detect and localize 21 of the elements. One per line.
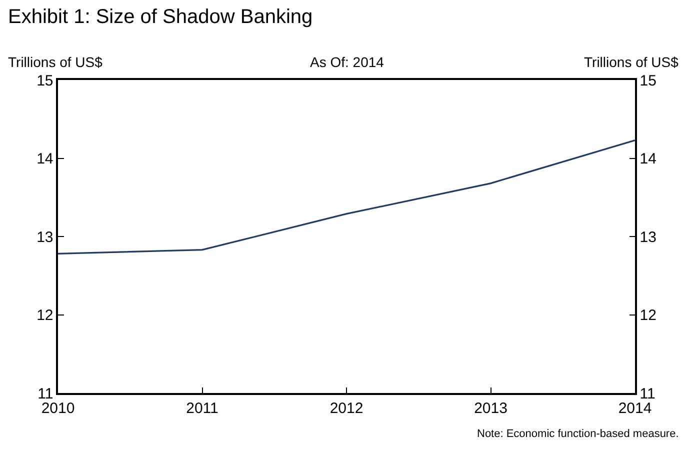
y2-tick-label: 14 (640, 150, 656, 168)
y2-tick-label: 13 (640, 228, 656, 246)
x-tick-label: 2011 (186, 400, 218, 417)
y-tick-label: 15 (36, 72, 54, 90)
x-tick-label: 2010 (41, 400, 75, 417)
x-tick-label: 2014 (618, 400, 652, 417)
y-tick-label: 11 (38, 385, 54, 402)
x-tick-label: 2013 (474, 400, 508, 417)
y-tick-label: 12 (36, 307, 54, 324)
y-axis-title: Trillions of US$ (8, 54, 103, 70)
y-tick-label: 13 (36, 228, 54, 246)
y2-tick-label: 15 (640, 72, 656, 90)
x-tick-label: 2012 (330, 400, 364, 417)
y-tick-label: 14 (36, 150, 54, 168)
y2-tick-label: 12 (640, 307, 656, 324)
text: Note: Economic function-based measure. (477, 428, 679, 440)
chart-title: Exhibit 1: Size of Shadow Banking (8, 6, 313, 28)
y2-axis-title: Trillions of US$ (584, 54, 679, 70)
y2-tick-label: 11 (640, 385, 656, 402)
line-series (58, 139, 635, 255)
chart-subtitle: As Of: 2014 (310, 54, 384, 70)
